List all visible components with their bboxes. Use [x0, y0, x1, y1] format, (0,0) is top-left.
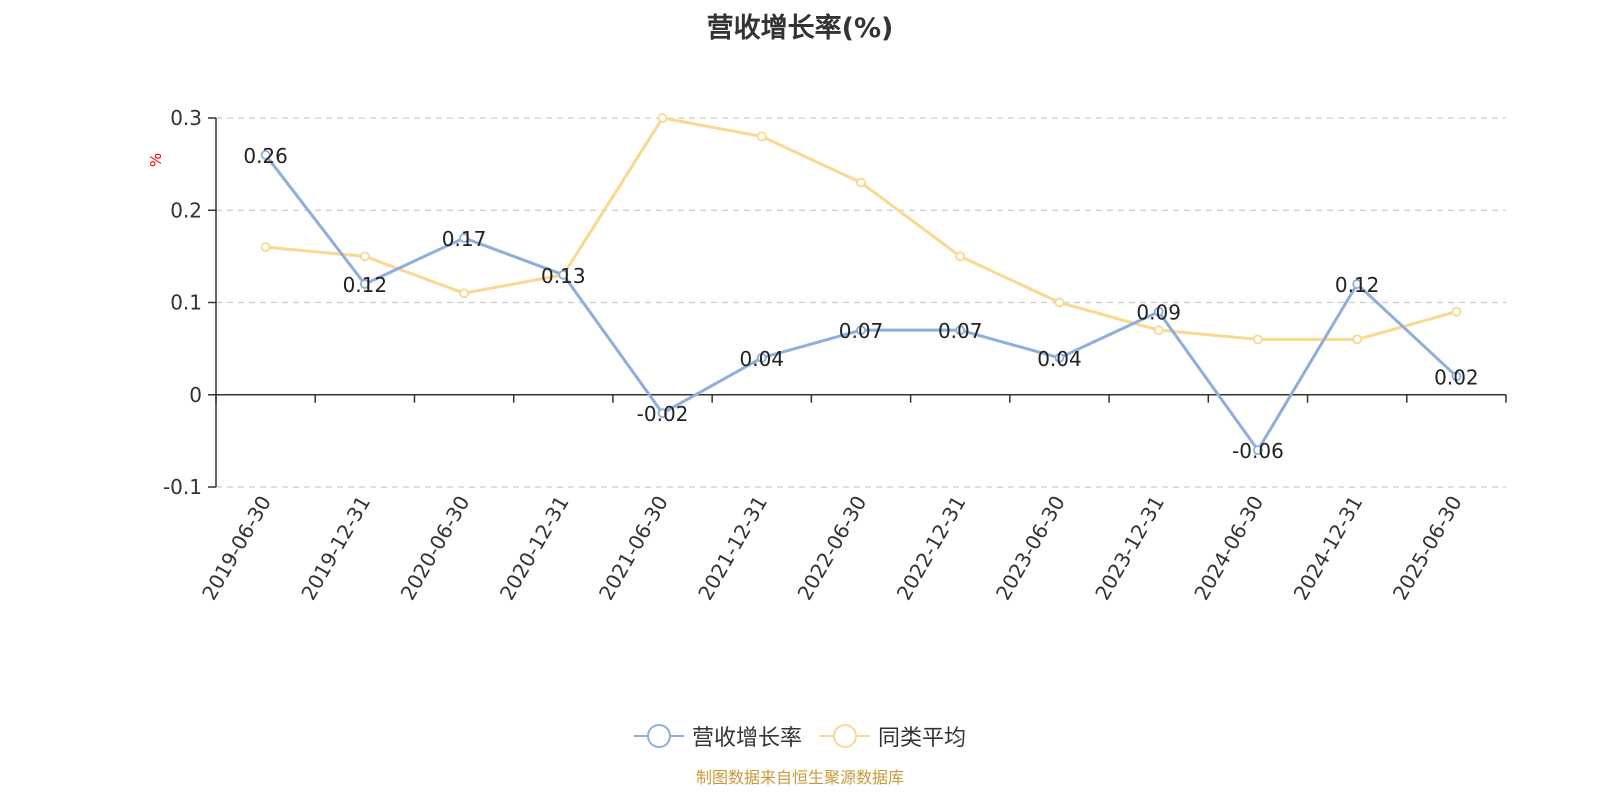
x-tick-label: 2020-12-31 [495, 492, 574, 605]
data-label: 0.26 [243, 144, 288, 168]
data-label: 0.13 [541, 264, 586, 288]
data-point [1451, 371, 1462, 382]
legend-marker-series-2 [820, 722, 870, 750]
x-tick-label: 2019-12-31 [296, 492, 375, 605]
x-tick-label: 2022-12-31 [892, 492, 971, 605]
x-tick-label: 2021-12-31 [693, 492, 772, 605]
data-label: 0.09 [1136, 301, 1181, 325]
data-point [260, 149, 271, 160]
y-tick-label: -0.1 [163, 475, 202, 499]
y-tick-label: 0.3 [170, 106, 202, 130]
legend-item-series-2[interactable]: 同类平均 [820, 720, 966, 752]
legend-marker-series-1 [633, 722, 684, 750]
y-axis-label: % [147, 153, 165, 167]
x-tick-label: 2023-12-31 [1090, 492, 1169, 605]
data-point [459, 288, 469, 299]
data-point [359, 251, 370, 262]
data-point [1054, 297, 1065, 308]
data-label: -0.02 [637, 402, 689, 426]
data-point [856, 177, 866, 188]
data-point [955, 325, 966, 336]
y-tick-label: 0.1 [170, 291, 202, 315]
y-tick-label: 0.2 [170, 198, 202, 222]
data-label: -0.06 [1232, 439, 1284, 463]
source-note: 制图数据来自恒生聚源数据库 [695, 768, 904, 787]
data-point [1352, 279, 1363, 289]
data-point [1253, 445, 1263, 456]
data-point [1153, 325, 1164, 336]
data-label: 0.07 [938, 319, 983, 343]
data-point [856, 325, 866, 336]
data-point [260, 242, 271, 253]
data-label: 0.04 [1037, 347, 1082, 371]
y-tick-label: 0 [189, 383, 202, 407]
data-point [558, 269, 569, 280]
x-tick-label: 2020-06-30 [396, 492, 475, 605]
x-tick-label: 2025-06-30 [1388, 492, 1467, 605]
data-label: 0.04 [740, 347, 785, 371]
data-label: 0.12 [343, 273, 388, 297]
data-label: 0.17 [442, 227, 487, 251]
data-point [1153, 306, 1164, 317]
data-point [1054, 352, 1065, 363]
legend-label-series-2: 同类平均 [878, 726, 967, 751]
legend-item-series-1[interactable]: 营收增长率 [633, 720, 802, 752]
x-tick-label: 2023-06-30 [991, 492, 1070, 605]
x-tick-label: 2024-12-31 [1289, 492, 1368, 605]
x-tick-label: 2022-06-30 [792, 492, 871, 605]
data-point [459, 233, 469, 243]
legend-label-series-1: 营收增长率 [691, 726, 802, 751]
data-point [1451, 306, 1462, 317]
x-tick-label: 2021-06-30 [594, 492, 673, 605]
data-point [657, 113, 668, 123]
data-point [1253, 334, 1263, 345]
legend: 营收增长率 同类平均 [0, 720, 1600, 752]
data-point [1352, 334, 1363, 345]
data-point [359, 279, 370, 289]
data-label: 0.02 [1434, 365, 1479, 389]
data-point [657, 408, 668, 419]
data-label: 0.07 [839, 319, 884, 343]
data-point [955, 251, 966, 262]
chart-title: 营收增长率(%) [706, 13, 894, 44]
x-tick-label: 2024-06-30 [1189, 492, 1268, 605]
data-point [756, 352, 767, 363]
data-point [756, 131, 767, 142]
data-label: 0.12 [1335, 273, 1380, 297]
x-tick-label: 2019-06-30 [197, 492, 276, 605]
